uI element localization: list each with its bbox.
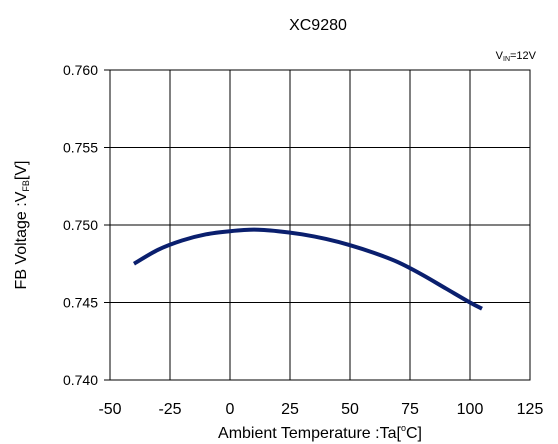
y-tick-label: 0.740 [63,372,98,388]
x-axis: -50 -25 0 25 50 75 100 125 [98,401,543,418]
y-tick-label: 0.755 [63,140,98,156]
x-tick-label: 125 [517,401,544,418]
x-tick-label: 0 [226,401,235,418]
x-tick-label: -50 [98,401,121,418]
grid [109,69,531,381]
y-axis-label: FB Voltage :VFB[V] [13,161,31,290]
y-tick-label: 0.750 [63,217,98,233]
y-tick-label: 0.745 [63,295,98,311]
y-tick-label: 0.760 [63,62,98,78]
x-axis-label: Ambient Temperature :Ta[oC] [218,423,422,442]
plot-area-frame [109,69,531,381]
x-tick-label: 100 [457,401,484,418]
supply-voltage-annotation: VIN=12V [496,50,537,63]
x-tick-label: -25 [158,401,181,418]
x-tick-label: 50 [341,401,359,418]
chart-title: XC9280 [289,17,347,34]
series-layer [132,227,483,311]
x-tick-label: 25 [281,401,299,418]
x-tick-label: 75 [401,401,419,418]
y-axis: 0.740 0.745 0.750 0.755 0.760 [63,62,110,388]
series-line-0 [132,227,483,311]
